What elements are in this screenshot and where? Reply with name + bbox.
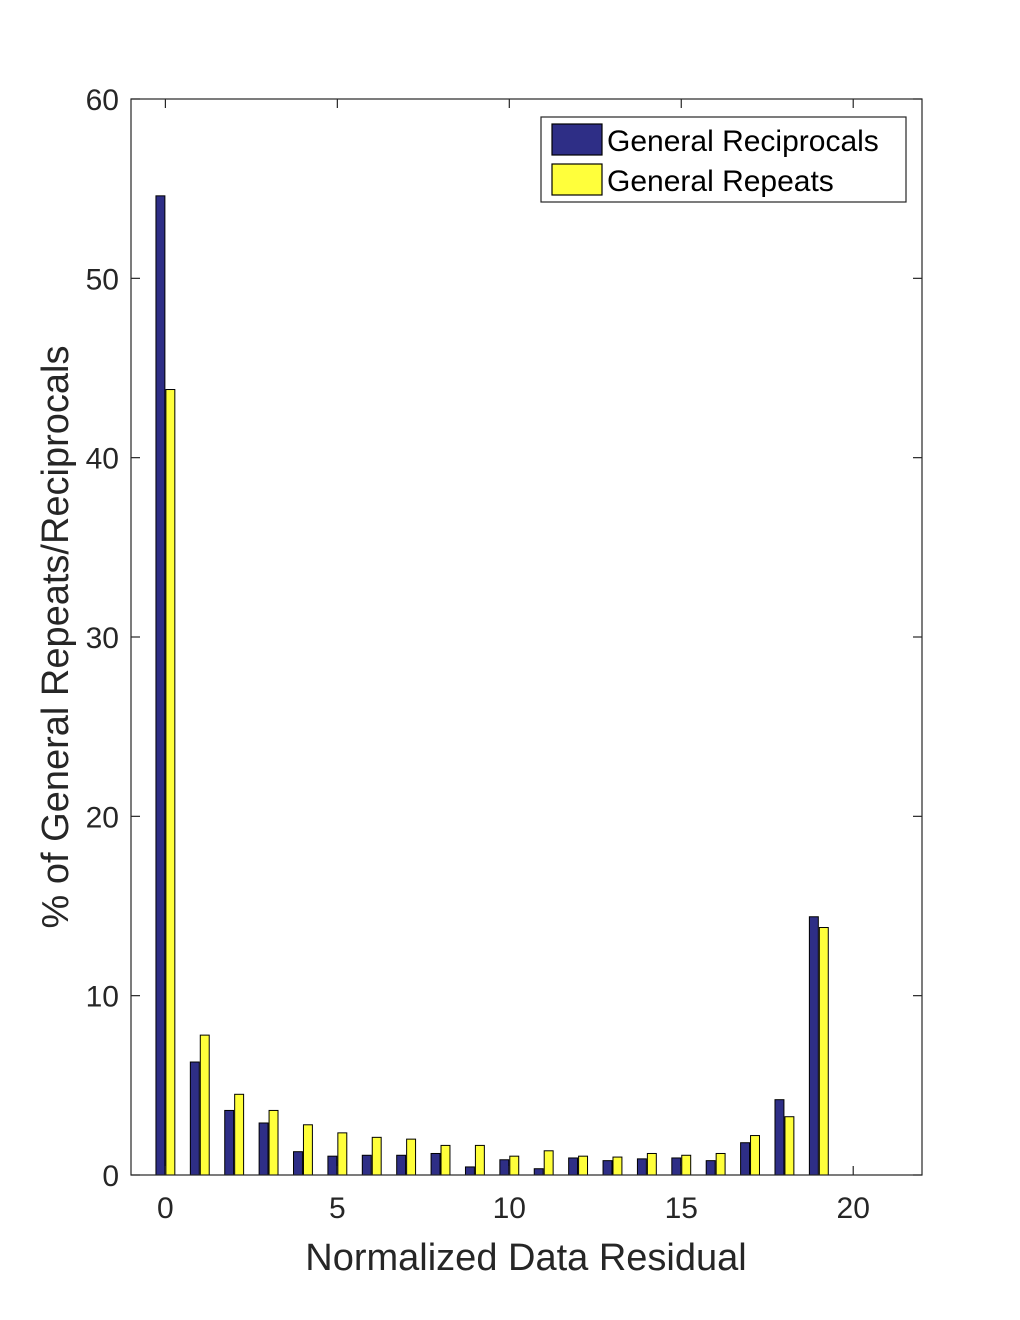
y-tick-label-0: 0: [102, 1160, 119, 1193]
bar-general-reciprocals-15: [671, 1157, 682, 1176]
y-tick-label-20: 20: [86, 801, 119, 834]
legend-swatch-general-repeats: [551, 163, 603, 196]
x-tick-label-5: 5: [329, 1192, 346, 1225]
bar-general-repeats-14: [646, 1152, 657, 1176]
bar-general-repeats-2: [234, 1093, 245, 1176]
bar-general-repeats-16: [715, 1152, 726, 1176]
bar-general-reciprocals-13: [602, 1160, 613, 1176]
bar-general-repeats-13: [612, 1156, 623, 1176]
bar-general-repeats-15: [681, 1154, 692, 1176]
legend-swatch-general-reciprocals: [551, 123, 603, 156]
bar-general-repeats-7: [406, 1138, 417, 1176]
bars-layer: [155, 195, 829, 1176]
x-tick-label-0: 0: [157, 1192, 174, 1225]
bar-general-reciprocals-14: [636, 1158, 647, 1176]
bar-general-reciprocals-6: [361, 1154, 372, 1176]
y-tick-label-60: 60: [86, 84, 119, 117]
bar-general-reciprocals-7: [396, 1154, 407, 1176]
x-tick-label-10: 10: [493, 1192, 526, 1225]
x-tick-label-20: 20: [837, 1192, 870, 1225]
bar-general-repeats-0: [165, 389, 176, 1176]
bar-general-reciprocals-10: [499, 1159, 510, 1176]
plot-area-frame: [130, 98, 923, 1176]
ticks-layer: 0 5 10 15 20 0 10 20 30 40 50 60: [86, 84, 922, 1225]
x-axis-label: Normalized Data Residual: [305, 1237, 746, 1279]
bar-general-reciprocals-9: [464, 1166, 475, 1176]
legend-label-general-reciprocals: General Reciprocals: [607, 125, 879, 158]
x-tick-label-15: 15: [665, 1192, 698, 1225]
bar-general-reciprocals-5: [327, 1155, 338, 1176]
bar-general-repeats-18: [784, 1116, 795, 1176]
bar-general-reciprocals-11: [533, 1168, 544, 1176]
y-tick-label-40: 40: [86, 443, 119, 476]
legend: General Reciprocals General Repeats: [540, 116, 907, 203]
bar-general-reciprocals-17: [740, 1142, 751, 1176]
bar-general-reciprocals-1: [189, 1061, 200, 1176]
y-tick-label-30: 30: [86, 622, 119, 655]
bar-general-repeats-19: [818, 927, 829, 1176]
bar-general-repeats-9: [474, 1144, 485, 1176]
bar-general-repeats-10: [509, 1155, 520, 1176]
bar-general-reciprocals-0: [155, 195, 166, 1176]
bar-general-reciprocals-18: [774, 1099, 785, 1176]
bar-general-repeats-3: [268, 1109, 279, 1176]
bar-general-repeats-6: [371, 1136, 382, 1176]
bar-general-repeats-12: [578, 1155, 589, 1176]
bar-general-reciprocals-12: [568, 1157, 579, 1176]
bar-general-repeats-8: [440, 1144, 451, 1176]
bar-general-reciprocals-2: [224, 1109, 235, 1176]
bar-general-repeats-17: [750, 1135, 760, 1176]
bar-general-reciprocals-4: [293, 1151, 303, 1176]
y-tick-label-50: 50: [86, 263, 119, 296]
bar-general-reciprocals-19: [808, 916, 819, 1176]
bar-general-repeats-5: [337, 1132, 348, 1176]
y-tick-label-10: 10: [86, 981, 119, 1014]
bar-general-repeats-11: [543, 1150, 554, 1176]
y-axis-label: % of General Repeats/Reciprocals: [35, 346, 77, 929]
bar-general-reciprocals-3: [258, 1122, 269, 1176]
bar-general-repeats-1: [199, 1034, 210, 1176]
bar-general-reciprocals-16: [705, 1160, 716, 1176]
legend-label-general-repeats: General Repeats: [607, 165, 834, 198]
bar-general-reciprocals-8: [430, 1152, 441, 1176]
bar-general-repeats-4: [302, 1124, 313, 1176]
